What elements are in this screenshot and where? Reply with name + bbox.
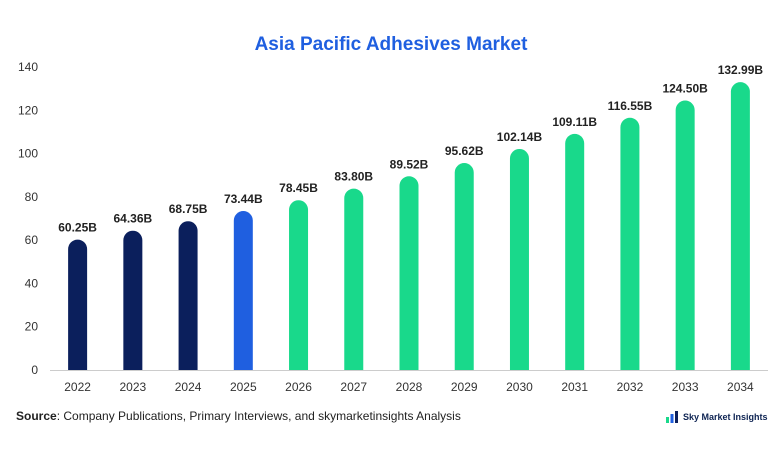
y-tick-label: 60: [25, 233, 39, 247]
x-tick-label: 2028: [396, 380, 423, 394]
x-tick-label: 2034: [727, 380, 754, 394]
x-tick-label: 2032: [617, 380, 644, 394]
bar-2034: [730, 82, 750, 371]
bar-2028: [399, 176, 419, 370]
x-tick-label: 2029: [451, 380, 478, 394]
chart-logo-icon: [666, 411, 678, 423]
bars: [68, 82, 750, 371]
x-tick-label: 2027: [340, 380, 367, 394]
bar-2032: [620, 117, 640, 370]
data-label-2026: 78.45B: [279, 181, 318, 195]
data-label-2022: 60.25B: [58, 221, 97, 235]
bar-2031: [565, 133, 585, 370]
brand-name: Sky Market Insights: [683, 412, 768, 422]
brand-logo: Sky Market Insights: [665, 411, 768, 423]
data-label-2031: 109.11B: [552, 115, 597, 129]
data-label-2025: 73.44B: [224, 192, 263, 206]
chart-title: Asia Pacific Adhesives Market: [254, 34, 528, 55]
y-tick-label: 0: [31, 363, 38, 377]
y-tick-label: 100: [18, 147, 38, 161]
data-label-2030: 102.14B: [497, 130, 543, 144]
bar-chart: 0 20 40 60 80 100 120 140 60.25B 64.36B 68.75B 73.…: [18, 60, 768, 394]
bar-2022: [68, 239, 88, 370]
y-tick-label: 120: [18, 103, 38, 117]
bar-2029: [454, 163, 474, 370]
x-tick-label: 2023: [119, 380, 146, 394]
y-tick-label: 20: [25, 320, 39, 334]
data-label-2024: 68.75B: [169, 202, 208, 216]
x-tick-label: 2025: [230, 380, 257, 394]
bar-2026: [289, 200, 309, 370]
source-text: : Company Publications, Primary Intervie…: [56, 409, 461, 423]
data-label-2029: 95.62B: [445, 144, 484, 158]
bar-2033: [675, 100, 695, 370]
data-label-2032: 116.55B: [608, 99, 653, 113]
data-label-2027: 83.80B: [334, 170, 373, 184]
data-label-2028: 89.52B: [390, 157, 429, 171]
x-tick-label: 2026: [285, 380, 312, 394]
data-label-2034: 132.99B: [718, 63, 764, 77]
y-tick-label: 80: [25, 190, 39, 204]
x-tick-label: 2022: [64, 380, 91, 394]
y-axis: 0 20 40 60 80 100 120 140: [18, 60, 38, 377]
y-tick-label: 140: [18, 60, 38, 74]
data-label-2033: 124.50B: [662, 82, 708, 96]
data-labels: 60.25B 64.36B 68.75B 73.44B 78.45B 83.80B 89.5…: [58, 63, 763, 234]
bar-2027: [344, 188, 364, 370]
source-label: Source: [16, 409, 57, 423]
y-tick-label: 40: [25, 276, 39, 290]
data-label-2023: 64.36B: [113, 212, 152, 226]
x-tick-label: 2024: [175, 380, 202, 394]
x-axis: 2022 2023 2024 2025 2026 2027 2028 2029 2030 2031…: [50, 370, 768, 394]
x-tick-label: 2031: [561, 380, 588, 394]
x-tick-label: 2030: [506, 380, 533, 394]
source-note: Source: Company Publications, Primary In…: [16, 409, 461, 423]
bar-2023: [123, 230, 143, 370]
bar-2025: [233, 211, 253, 370]
bar-2030: [509, 148, 529, 370]
bar-2024: [178, 221, 198, 370]
x-tick-label: 2033: [672, 380, 699, 394]
